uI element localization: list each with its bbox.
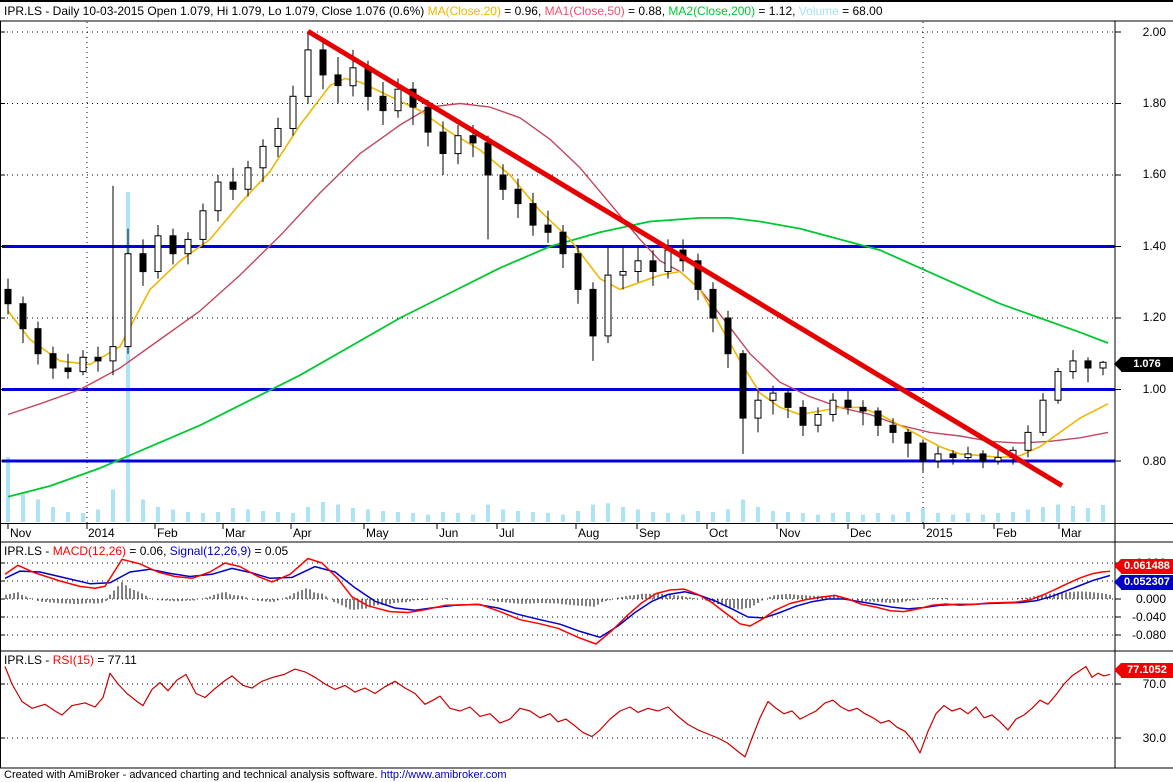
ohlc-text: IPR.LS - Daily 10-03-2015 Open 1.079, Hi… bbox=[4, 4, 428, 18]
macd-symbol: IPR.LS - bbox=[4, 544, 53, 558]
price-tick-1.60: 1.60 bbox=[1142, 167, 1166, 181]
macd-panel-title: IPR.LS - MACD(12,26) = 0.06, Signal(12,2… bbox=[4, 544, 288, 558]
amibroker-url: http://www.amibroker.com bbox=[380, 769, 507, 781]
credit-text: Created with AmiBroker - advanced charti… bbox=[4, 769, 381, 781]
signal-value: = 0.05 bbox=[251, 544, 289, 558]
month-aug-2014: Aug bbox=[578, 526, 600, 540]
month-feb-2014: Feb bbox=[157, 526, 178, 540]
footer-credit: Created with AmiBroker - advanced charti… bbox=[4, 769, 507, 781]
signal-label: Signal(12,26,9) bbox=[169, 544, 252, 558]
price-tick-1.00: 1.00 bbox=[1142, 382, 1166, 396]
ma20-value: = 0.96, bbox=[500, 4, 545, 18]
price-panel-title: IPR.LS - Daily 10-03-2015 Open 1.079, Hi… bbox=[4, 4, 883, 18]
ma50-label: MA1(Close,50) bbox=[544, 4, 625, 18]
macd-label: MACD(12,26) bbox=[52, 544, 127, 558]
ma200-label: MA2(Close,200) bbox=[668, 4, 756, 18]
month-dec-2014: Dec bbox=[850, 526, 872, 540]
price-tick-1.40: 1.40 bbox=[1142, 239, 1166, 253]
rsi-panel-title: IPR.LS - RSI(15) = 77.11 bbox=[4, 653, 137, 667]
volume-value: = 68.00 bbox=[838, 4, 883, 18]
macd-tick--0.040: -0.040 bbox=[1131, 610, 1166, 624]
rsi-tick-30: 30.0 bbox=[1142, 731, 1166, 745]
month-sep-2014: Sep bbox=[639, 526, 661, 540]
month-jun-2014: Jun bbox=[439, 526, 459, 540]
ma200-value: = 1.12, bbox=[755, 4, 799, 18]
month-jul-2014: Jul bbox=[499, 526, 515, 540]
price-tick-2.00: 2.00 bbox=[1142, 25, 1166, 39]
month-nov-2014: Nov bbox=[779, 526, 801, 540]
signal-value-tag: 0.052307 bbox=[1114, 575, 1173, 590]
macd-tick--0.080: -0.080 bbox=[1131, 628, 1166, 642]
year-2015: 2015 bbox=[926, 526, 953, 540]
last-price-tag: 1.076 bbox=[1114, 357, 1173, 372]
month-feb-2015: Feb bbox=[996, 526, 1017, 540]
month-apr-2014: Apr bbox=[293, 526, 312, 540]
rsi-value-tag: 77.1052 bbox=[1114, 663, 1173, 678]
year-2014: 2014 bbox=[88, 526, 115, 540]
ma20-label: MA(Close,20) bbox=[427, 4, 501, 18]
rsi-label: RSI(15) bbox=[52, 653, 95, 667]
month-mar-2014: Mar bbox=[225, 526, 246, 540]
month-oct-2014: Oct bbox=[709, 526, 728, 540]
month-may-2014: May bbox=[366, 526, 389, 540]
month-mar-2015: Mar bbox=[1061, 526, 1082, 540]
macd-value: = 0.06, bbox=[126, 544, 170, 558]
month-nov-2013: Nov bbox=[10, 526, 32, 540]
rsi-symbol: IPR.LS - bbox=[4, 653, 53, 667]
rsi-tick-70: 70.0 bbox=[1142, 677, 1166, 691]
macd-tick-0.000: 0.000 bbox=[1135, 592, 1166, 606]
volume-label: Volume bbox=[798, 4, 839, 18]
ma50-value: = 0.88, bbox=[624, 4, 669, 18]
price-tick-1.20: 1.20 bbox=[1142, 310, 1166, 324]
macd-value-tag: 0.061488 bbox=[1114, 559, 1173, 574]
rsi-value: = 77.11 bbox=[94, 653, 137, 667]
price-tick-0.80: 0.80 bbox=[1142, 454, 1166, 468]
price-tick-1.80: 1.80 bbox=[1142, 96, 1166, 110]
